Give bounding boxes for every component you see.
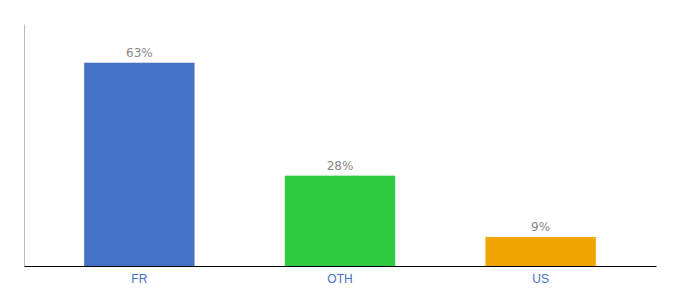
x-tick: US: [532, 266, 549, 286]
x-tick: FR: [131, 266, 147, 286]
data-label: 28%: [327, 159, 354, 173]
data-label: 9%: [531, 220, 550, 234]
x-axis: FR OTH US: [25, 266, 657, 286]
data-label: 63%: [126, 46, 153, 60]
y-axis: [24, 25, 25, 267]
x-tick-label: US: [532, 272, 549, 286]
y-axis-line: [24, 25, 25, 267]
x-tick-label: FR: [131, 272, 147, 286]
chart-container: FR OTH US 63% 28% 9%: [0, 0, 680, 300]
bar: [84, 63, 194, 266]
chart-svg: FR OTH US 63% 28% 9%: [0, 0, 680, 300]
x-tick-label: OTH: [327, 272, 352, 286]
x-tick: OTH: [327, 266, 352, 286]
data-labels: 63% 28% 9%: [126, 46, 550, 234]
bar: [485, 237, 595, 266]
plot-area: FR OTH US 63% 28% 9%: [25, 25, 657, 286]
bar: [285, 176, 395, 266]
bars: [84, 63, 596, 266]
x-axis-line: [25, 266, 657, 267]
